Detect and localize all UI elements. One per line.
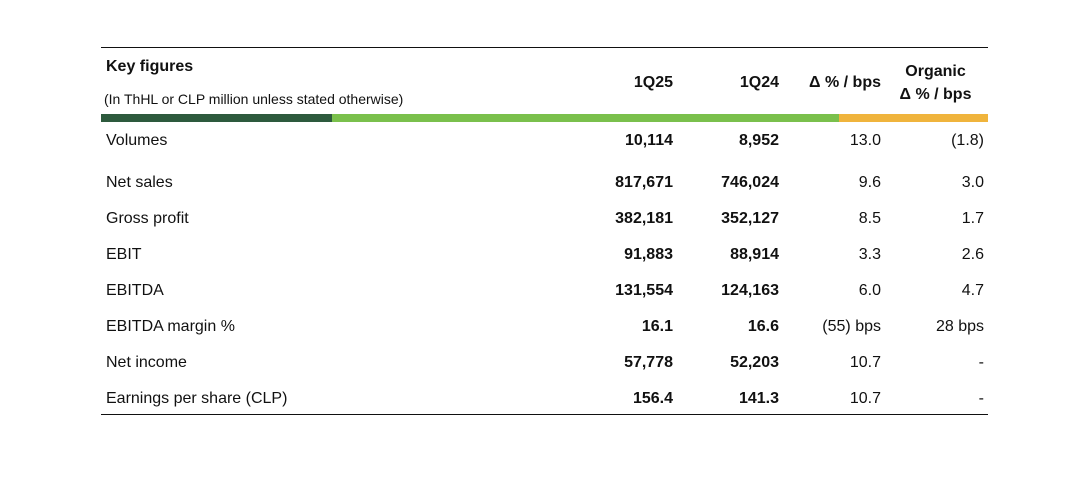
cell-delta: (55) bps — [822, 318, 881, 335]
table-row-volumes: Volumes 10,114 8,952 13.0 (1.8) — [101, 129, 988, 153]
cell-organic: 1.7 — [961, 210, 984, 227]
cell-organic: - — [978, 390, 984, 407]
table-row-net-income: Net income 57,778 52,203 10.7 - — [101, 351, 988, 375]
table-subtitle: (In ThHL or CLP million unless stated ot… — [104, 91, 404, 107]
row-label: EBIT — [106, 246, 142, 263]
cell-1q25: 156.4 — [632, 390, 673, 407]
cell-organic: 28 bps — [935, 318, 984, 335]
cell-1q25: 16.1 — [641, 318, 673, 335]
cell-delta: 10.7 — [849, 354, 881, 371]
column-header-organic: Organic Δ % / bps — [893, 60, 978, 106]
cell-1q24: 88,914 — [730, 246, 779, 263]
table-row-ebitda: EBITDA 131,554 124,163 6.0 4.7 — [101, 279, 988, 303]
cell-1q25: 91,883 — [624, 246, 673, 263]
cell-1q25: 817,671 — [615, 174, 673, 191]
color-bar-orange-segment — [839, 114, 988, 122]
cell-1q24: 8,952 — [738, 132, 779, 149]
cell-delta: 10.7 — [849, 390, 881, 407]
row-label: Earnings per share (CLP) — [106, 390, 288, 407]
row-label: EBITDA — [106, 282, 164, 299]
cell-delta: 3.3 — [858, 246, 881, 263]
table-row-ebit: EBIT 91,883 88,914 3.3 2.6 — [101, 243, 988, 267]
column-header-1q25: 1Q25 — [633, 74, 673, 91]
cell-1q25: 57,778 — [624, 354, 673, 371]
column-header-organic-line2: Δ % / bps — [899, 86, 972, 103]
top-rule — [101, 47, 988, 48]
cell-organic: 4.7 — [961, 282, 984, 299]
table-row-net-sales: Net sales 817,671 746,024 9.6 3.0 — [101, 171, 988, 195]
column-header-organic-line1: Organic — [905, 63, 966, 80]
cell-delta: 6.0 — [858, 282, 881, 299]
header-color-bar — [101, 114, 988, 122]
cell-delta: 9.6 — [858, 174, 881, 191]
cell-delta: 8.5 — [858, 210, 881, 227]
bottom-rule — [101, 414, 988, 415]
color-bar-green-segment — [332, 114, 839, 122]
cell-1q25: 131,554 — [615, 282, 673, 299]
table-row-eps: Earnings per share (CLP) 156.4 141.3 10.… — [101, 387, 988, 411]
cell-1q24: 16.6 — [747, 318, 779, 335]
table-row-ebitda-margin: EBITDA margin % 16.1 16.6 (55) bps 28 bp… — [101, 315, 988, 339]
color-bar-dark-segment — [101, 114, 332, 122]
cell-organic: 2.6 — [961, 246, 984, 263]
row-label: Gross profit — [106, 210, 189, 227]
cell-organic: 3.0 — [961, 174, 984, 191]
row-label: Net sales — [106, 174, 173, 191]
row-label: Volumes — [106, 132, 168, 149]
row-label: Net income — [106, 354, 187, 371]
cell-1q24: 52,203 — [730, 354, 779, 371]
key-figures-table: Key figures (In ThHL or CLP million unle… — [101, 47, 988, 415]
row-label: EBITDA margin % — [106, 318, 235, 335]
column-header-1q24: 1Q24 — [739, 74, 779, 91]
column-header-delta: Δ % / bps — [809, 74, 881, 91]
table-row-gross-profit: Gross profit 382,181 352,127 8.5 1.7 — [101, 207, 988, 231]
cell-organic: (1.8) — [951, 132, 984, 149]
cell-organic: - — [978, 354, 984, 371]
cell-1q25: 382,181 — [615, 210, 673, 227]
cell-delta: 13.0 — [849, 132, 881, 149]
table-title: Key figures — [106, 58, 194, 75]
cell-1q24: 124,163 — [721, 282, 779, 299]
cell-1q25: 10,114 — [624, 132, 673, 149]
cell-1q24: 141.3 — [738, 390, 779, 407]
cell-1q24: 352,127 — [721, 210, 779, 227]
cell-1q24: 746,024 — [721, 174, 779, 191]
